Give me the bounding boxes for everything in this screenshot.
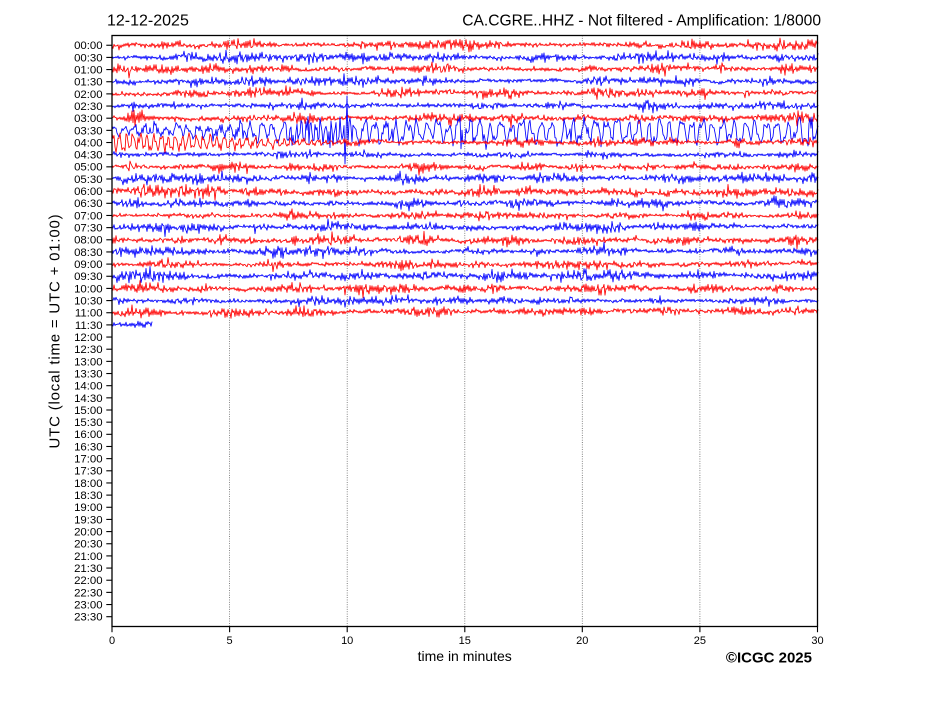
svg-text:04:30: 04:30 <box>74 150 103 162</box>
svg-text:09:30: 09:30 <box>74 271 103 283</box>
svg-text:30: 30 <box>811 635 823 647</box>
svg-text:18:00: 18:00 <box>74 478 103 490</box>
svg-text:08:00: 08:00 <box>74 235 103 247</box>
svg-text:05:30: 05:30 <box>74 174 103 186</box>
svg-text:14:30: 14:30 <box>74 393 103 405</box>
svg-text:10: 10 <box>341 635 353 647</box>
svg-text:25: 25 <box>694 635 706 647</box>
svg-text:10:00: 10:00 <box>74 283 103 295</box>
svg-text:16:30: 16:30 <box>74 441 103 453</box>
svg-text:06:00: 06:00 <box>74 186 103 198</box>
svg-text:21:30: 21:30 <box>74 563 103 575</box>
svg-text:12:00: 12:00 <box>74 332 103 344</box>
svg-text:©ICGC 2025: ©ICGC 2025 <box>726 650 812 667</box>
svg-text:CA.CGRE..HHZ - Not filtered -: CA.CGRE..HHZ - Not filtered - Amplificat… <box>462 13 821 30</box>
svg-text:02:30: 02:30 <box>74 101 103 113</box>
svg-text:07:30: 07:30 <box>74 223 103 235</box>
svg-text:03:30: 03:30 <box>74 125 103 137</box>
svg-text:UTC (local time = UTC + 01:00): UTC (local time = UTC + 01:00) <box>47 214 64 449</box>
svg-text:22:30: 22:30 <box>74 587 103 599</box>
svg-text:0: 0 <box>109 635 115 647</box>
svg-text:18:30: 18:30 <box>74 490 103 502</box>
svg-text:12-12-2025: 12-12-2025 <box>107 13 189 30</box>
svg-text:11:30: 11:30 <box>75 320 103 332</box>
svg-text:19:30: 19:30 <box>74 514 103 526</box>
svg-text:12:30: 12:30 <box>74 344 103 356</box>
svg-text:03:00: 03:00 <box>74 113 103 125</box>
svg-text:05:00: 05:00 <box>74 162 103 174</box>
svg-text:23:00: 23:00 <box>74 599 103 611</box>
svg-text:15: 15 <box>459 635 471 647</box>
svg-text:23:30: 23:30 <box>74 612 103 624</box>
svg-text:08:30: 08:30 <box>74 247 103 259</box>
svg-text:22:00: 22:00 <box>74 575 103 587</box>
svg-text:07:00: 07:00 <box>74 210 103 222</box>
svg-text:01:30: 01:30 <box>74 77 103 89</box>
svg-text:04:00: 04:00 <box>74 137 103 149</box>
svg-text:10:30: 10:30 <box>74 295 103 307</box>
svg-text:13:30: 13:30 <box>74 368 103 380</box>
svg-text:21:00: 21:00 <box>74 551 103 563</box>
svg-text:15:30: 15:30 <box>74 417 103 429</box>
svg-text:02:00: 02:00 <box>74 89 103 101</box>
svg-text:20:00: 20:00 <box>74 526 103 538</box>
svg-text:20: 20 <box>576 635 588 647</box>
svg-text:01:00: 01:00 <box>74 64 103 76</box>
svg-text:09:00: 09:00 <box>74 259 103 271</box>
svg-text:13:00: 13:00 <box>74 356 103 368</box>
svg-text:00:30: 00:30 <box>74 52 103 64</box>
svg-text:20:30: 20:30 <box>74 539 103 551</box>
svg-text:14:00: 14:00 <box>74 381 103 393</box>
svg-text:17:00: 17:00 <box>74 454 103 466</box>
svg-text:11:00: 11:00 <box>75 308 103 320</box>
svg-text:time in minutes: time in minutes <box>418 648 512 664</box>
svg-text:15:00: 15:00 <box>74 405 103 417</box>
svg-text:5: 5 <box>227 635 233 647</box>
svg-text:16:00: 16:00 <box>74 429 103 441</box>
svg-text:19:00: 19:00 <box>74 502 103 514</box>
svg-text:06:30: 06:30 <box>74 198 103 210</box>
svg-text:00:00: 00:00 <box>74 40 103 52</box>
svg-text:17:30: 17:30 <box>74 466 103 478</box>
